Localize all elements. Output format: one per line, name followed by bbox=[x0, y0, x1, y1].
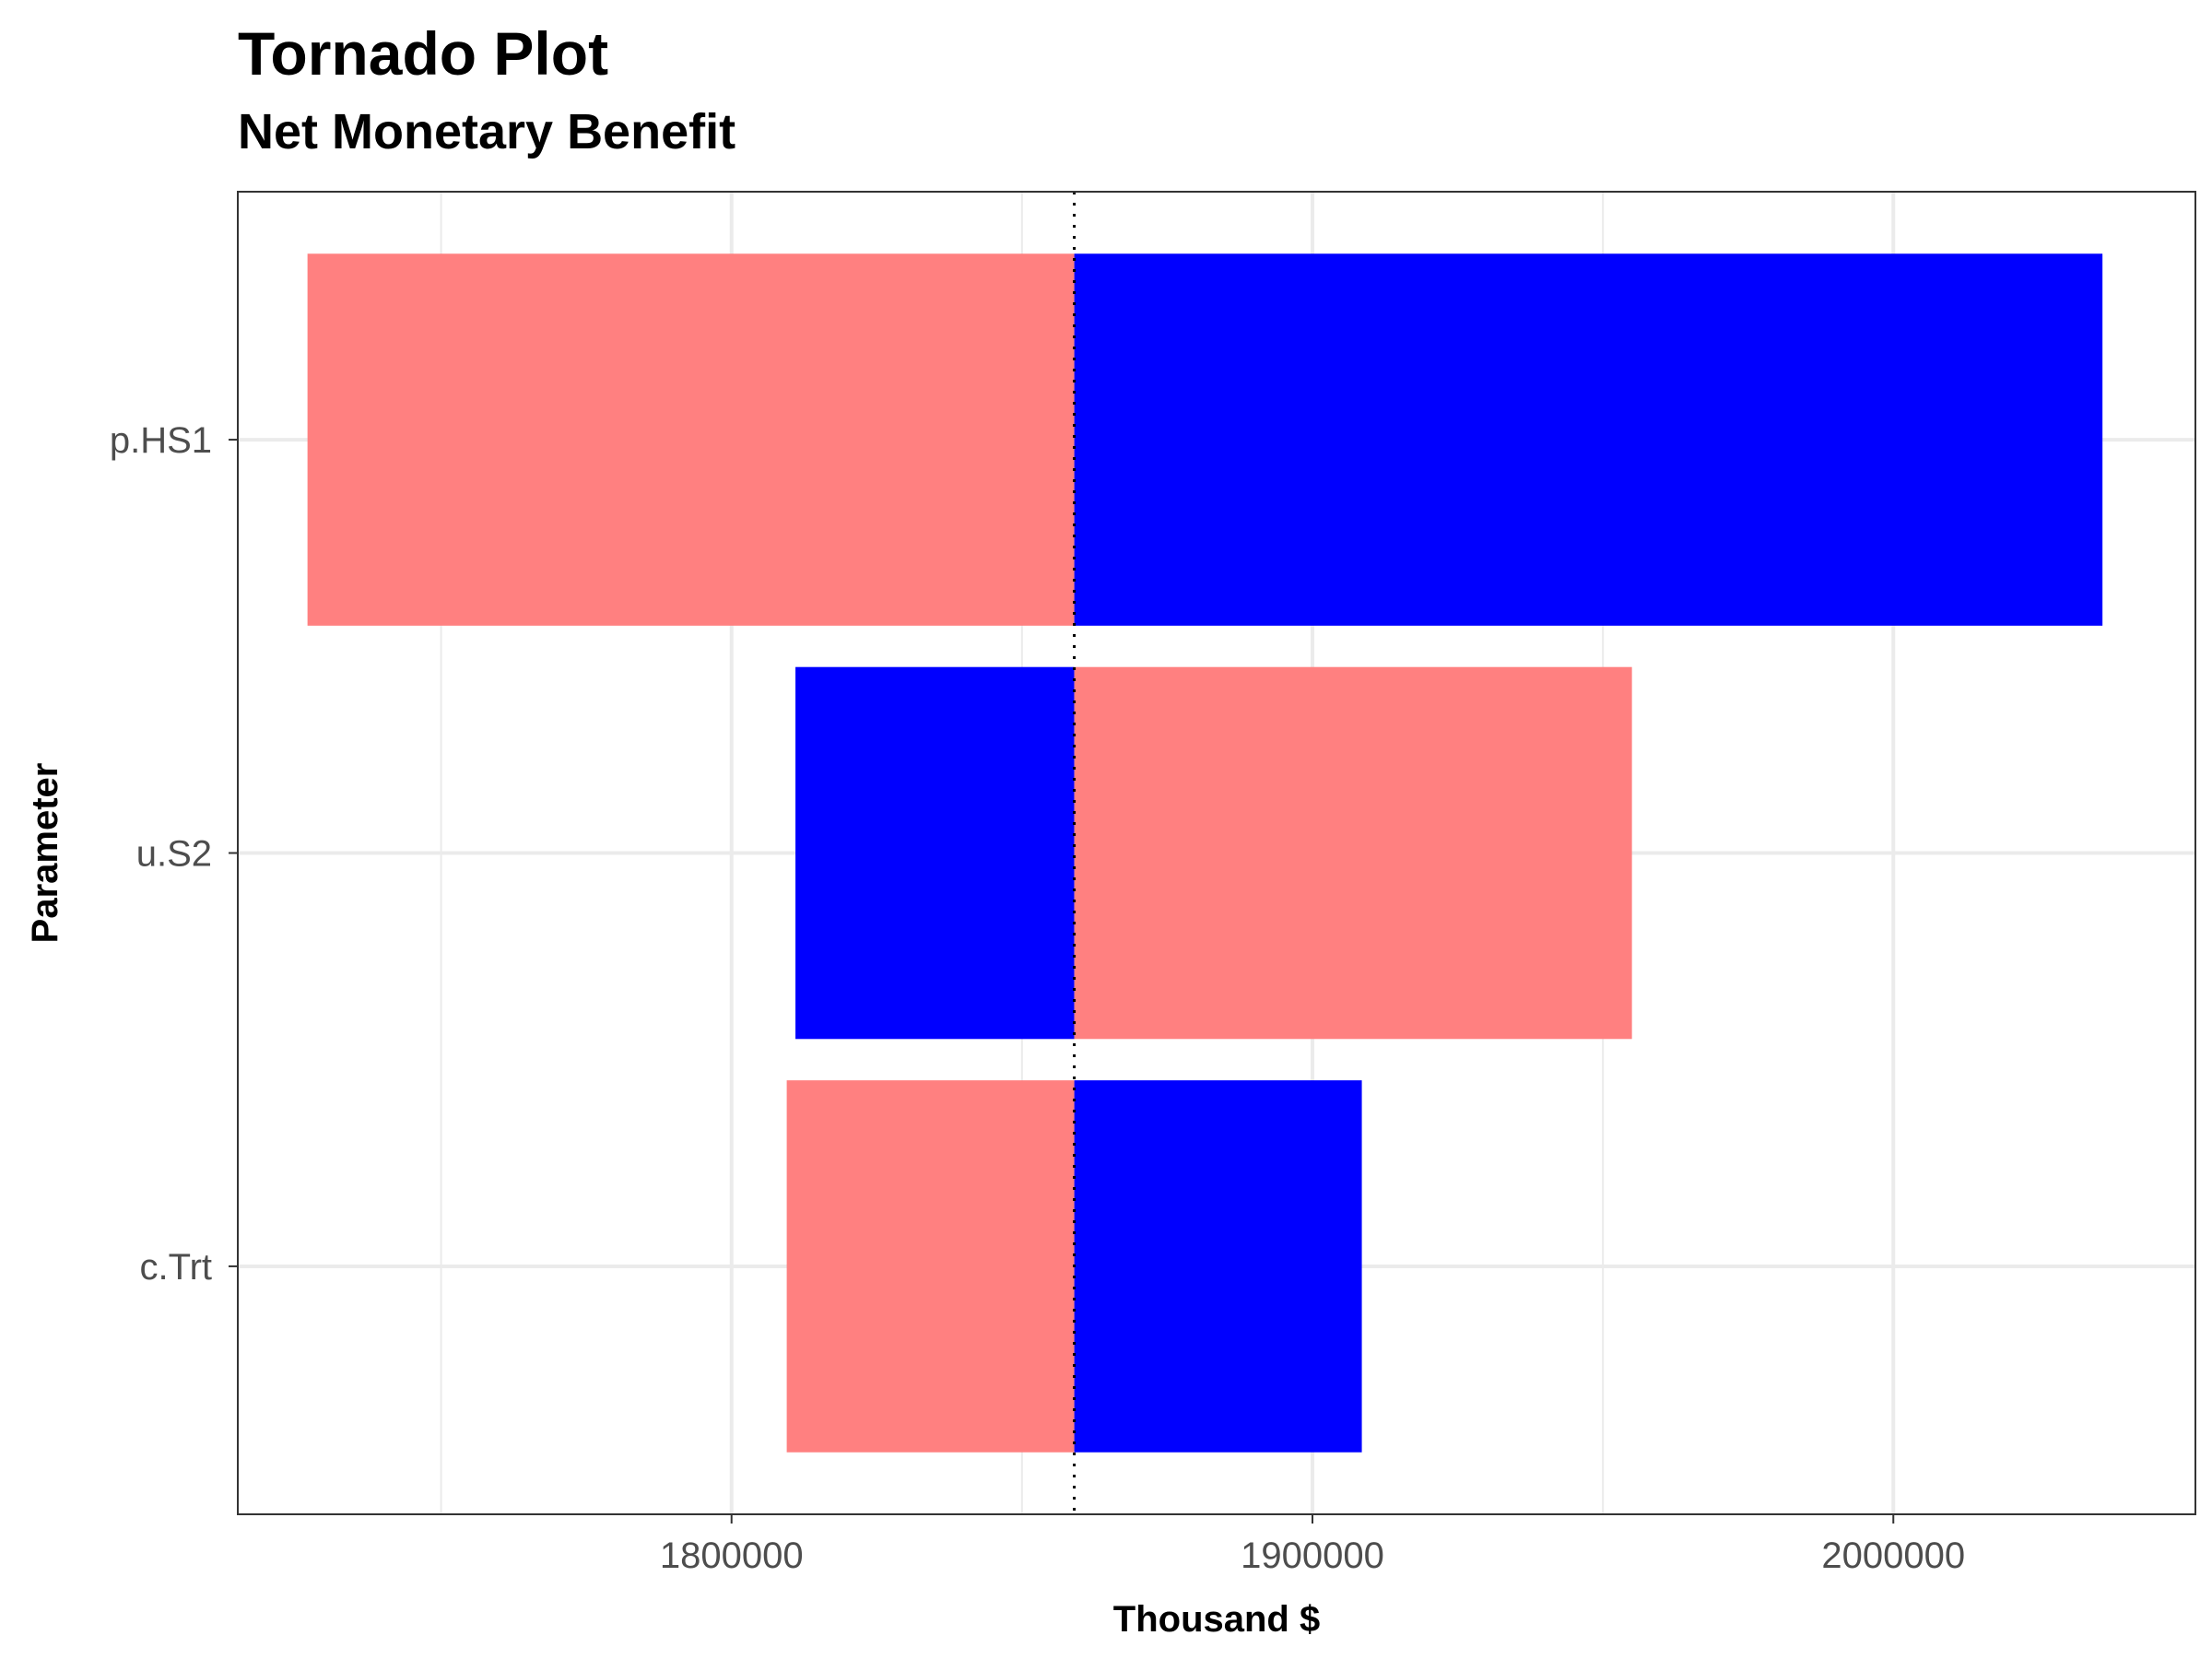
bar-layer bbox=[307, 253, 2103, 1453]
bar-p.HS1-high bbox=[1074, 253, 2103, 626]
y-tick-label: p.HS1 bbox=[110, 420, 212, 461]
x-tick-label: 1800000 bbox=[660, 1535, 804, 1576]
chart-title: Tornado Plot bbox=[238, 19, 609, 88]
bar-c.Trt-high bbox=[1074, 1080, 1362, 1453]
x-tick-label: 2000000 bbox=[1821, 1535, 1965, 1576]
y-axis-title: Parameter bbox=[25, 763, 65, 944]
x-tick-label: 1900000 bbox=[1241, 1535, 1384, 1576]
bar-u.S2-low bbox=[795, 666, 1075, 1040]
y-tick-label: u.S2 bbox=[136, 834, 212, 875]
bar-c.Trt-low bbox=[786, 1080, 1075, 1453]
chart-subtitle: Net Monetary Benefit bbox=[238, 104, 736, 159]
x-axis-title: Thousand $ bbox=[1113, 1599, 1320, 1640]
y-tick-label: c.Trt bbox=[140, 1247, 213, 1288]
bar-p.HS1-low bbox=[307, 253, 1075, 626]
x-axis-ticks: 1800000 1900000 2000000 bbox=[660, 1514, 1965, 1576]
bar-u.S2-high bbox=[1074, 666, 1632, 1040]
y-axis-ticks: p.HS1 u.S2 c.Trt bbox=[110, 420, 238, 1288]
